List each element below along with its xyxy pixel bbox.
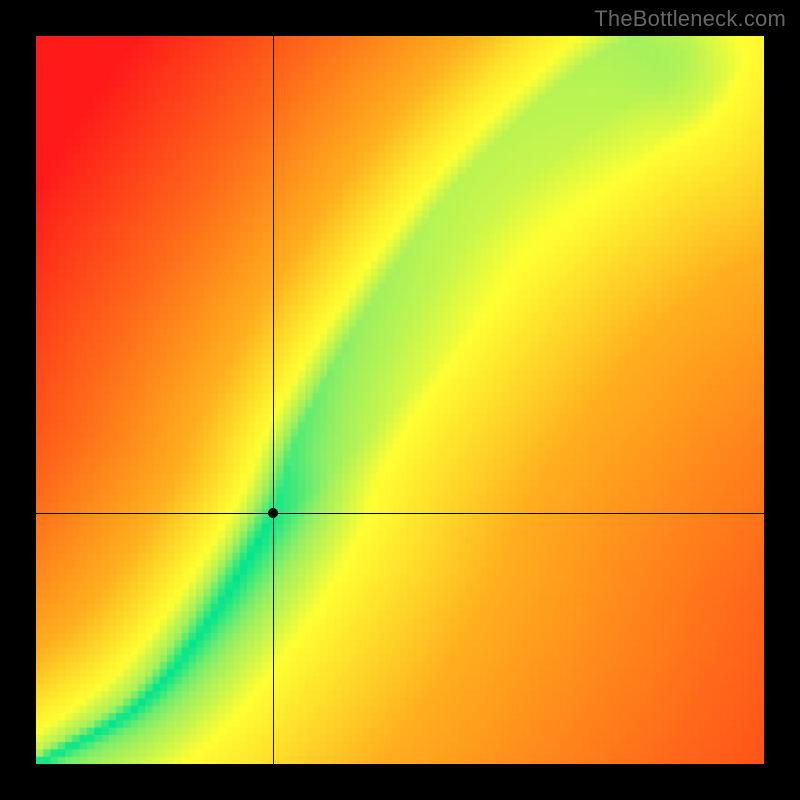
crosshair-vertical-line [273, 36, 274, 764]
crosshair-marker-dot [268, 508, 278, 518]
watermark-text: TheBottleneck.com [594, 6, 786, 32]
root-container: TheBottleneck.com [0, 0, 800, 800]
crosshair-horizontal-line [36, 513, 764, 514]
bottleneck-heatmap [36, 36, 764, 764]
